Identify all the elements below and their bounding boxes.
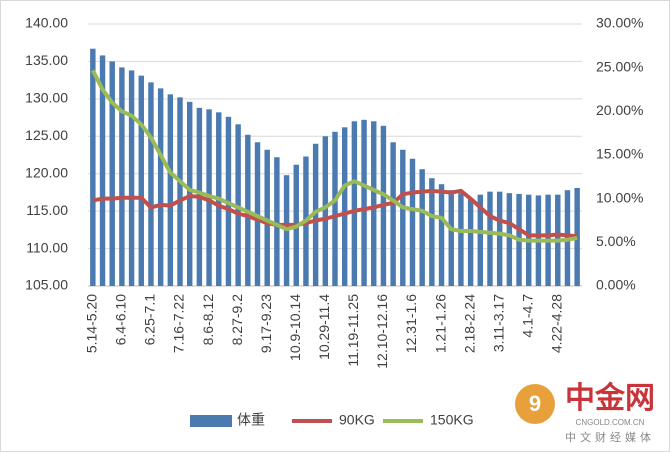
bar	[351, 121, 358, 286]
watermark-logo	[515, 384, 555, 424]
bar	[138, 75, 144, 286]
bar	[506, 193, 513, 286]
bar	[177, 97, 183, 286]
legend-label: 90KG	[339, 412, 375, 428]
y2-tick-label: 0.00%	[596, 277, 636, 293]
x-tick-label: 11.19-11.25	[345, 294, 361, 367]
bar	[99, 55, 106, 286]
bar	[458, 193, 464, 286]
y2-tick-label: 25.00%	[596, 58, 643, 74]
bar	[438, 184, 445, 286]
bar	[119, 67, 125, 286]
bar	[264, 149, 270, 286]
bar	[419, 169, 425, 286]
bar	[274, 157, 280, 286]
bar	[186, 101, 193, 286]
watermark: 9 中金网 CNGOLD.COM.CN 中文财经媒体	[515, 381, 655, 444]
bar	[477, 194, 484, 286]
x-tick-label: 7.16-7.22	[171, 294, 187, 353]
bar	[322, 136, 329, 286]
legend-swatch	[190, 415, 232, 427]
y-tick-label: 115.00	[26, 202, 68, 218]
x-tick-label: 5.14-5.20	[84, 294, 100, 353]
bar	[341, 127, 348, 286]
x-tick-label: 8.27-9.2	[229, 294, 245, 346]
y2-tick-label: 15.00%	[596, 146, 643, 162]
bar	[167, 94, 174, 286]
bar	[429, 178, 435, 286]
bar	[496, 191, 503, 286]
y-tick-label: 120.00	[25, 164, 68, 180]
y2-tick-label: 20.00%	[596, 102, 643, 118]
watermark-site: CNGOLD.COM.CN	[576, 418, 645, 427]
watermark-name: 中金网	[565, 381, 655, 415]
bar	[390, 142, 396, 286]
x-tick-label: 9.17-9.23	[258, 294, 274, 353]
bar	[487, 191, 493, 286]
y-tick-label: 135.00	[25, 52, 68, 68]
bar	[148, 82, 154, 286]
x-tick-label: 10.29-11.4	[316, 294, 332, 360]
x-tick-label: 6.25-7.1	[142, 294, 158, 346]
y2-tick-label: 5.00%	[596, 233, 636, 249]
x-tick-label: 3.11-3.17	[490, 294, 506, 352]
bar	[574, 187, 580, 286]
x-tick-label: 4.1-4.7	[519, 294, 535, 338]
x-tick-label: 12.31-1.6	[403, 294, 419, 353]
y-tick-label: 130.00	[25, 90, 68, 106]
bar	[157, 88, 164, 287]
watermark-tagline: 中文财经媒体	[565, 430, 655, 444]
bar	[109, 61, 115, 286]
x-tick-label: 12.10-12.16	[374, 294, 390, 369]
x-tick-label: 4.22-4.28	[548, 294, 564, 353]
bar	[371, 121, 377, 286]
bar	[409, 158, 416, 286]
bar	[448, 190, 454, 286]
y-tick-label: 140.00	[25, 15, 68, 31]
y-tick-label: 110.00	[26, 239, 68, 255]
watermark-logo-mark: 9	[529, 391, 541, 416]
bar	[400, 149, 406, 286]
y2-tick-label: 30.00%	[596, 15, 643, 31]
bar	[128, 70, 135, 286]
bar	[235, 124, 241, 287]
bar	[90, 48, 96, 287]
bar	[312, 143, 319, 286]
legend-label: 150KG	[430, 412, 474, 428]
y-tick-label: 105.00	[25, 277, 68, 293]
legend-label: 体重	[237, 412, 265, 428]
x-tick-label: 10.9-10.14	[287, 294, 303, 361]
bar	[467, 199, 474, 286]
line	[91, 69, 578, 243]
x-tick-label: 6.4-6.10	[113, 294, 129, 346]
line	[92, 188, 578, 239]
x-tick-label: 8.6-8.12	[200, 294, 216, 346]
y-tick-label: 125.00	[25, 127, 68, 143]
x-tick-label: 2.18-2.24	[461, 294, 477, 353]
bar	[361, 119, 367, 287]
y2-tick-label: 10.00%	[596, 189, 643, 205]
x-tick-label: 1.21-1.26	[432, 294, 448, 353]
bar	[332, 131, 338, 286]
